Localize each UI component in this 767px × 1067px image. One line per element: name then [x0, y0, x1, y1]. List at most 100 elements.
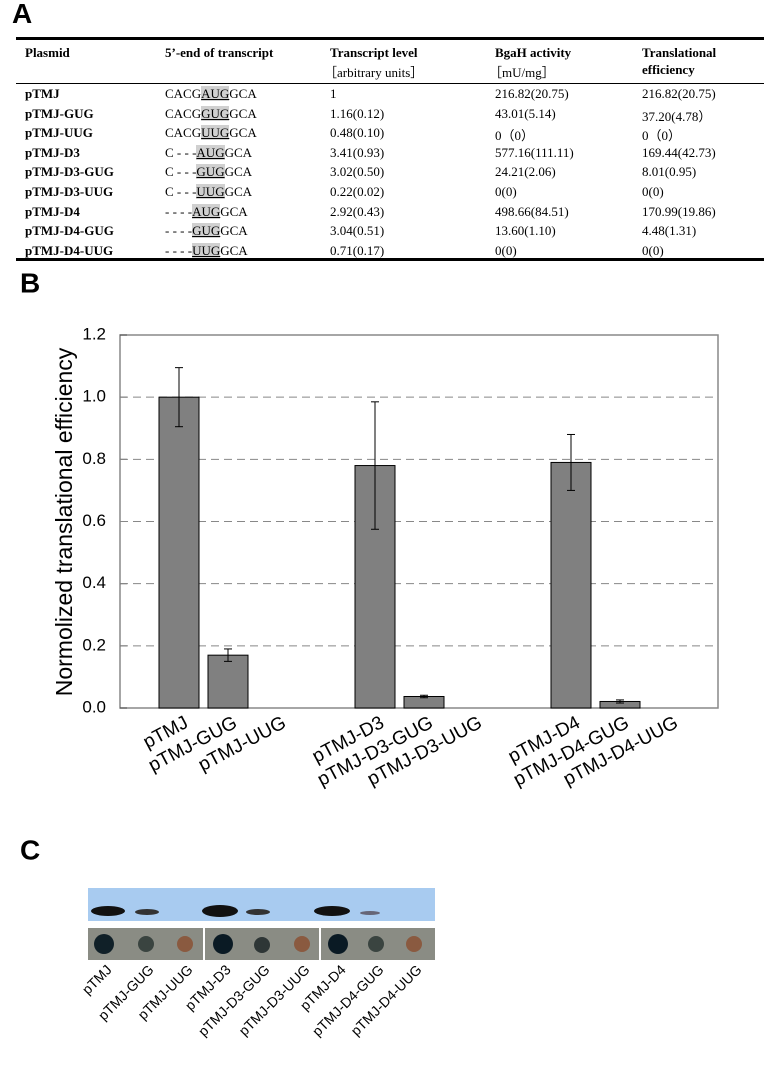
column-header: Plasmid — [25, 45, 70, 60]
sequence-part: - - - - — [165, 242, 193, 258]
cell: 3.41(0.93) — [330, 144, 385, 160]
band — [246, 909, 270, 915]
rule — [16, 37, 764, 40]
sequence-part: GCA — [220, 223, 248, 239]
cell: 577.16(111.11) — [495, 144, 574, 160]
sequence: - - - -UUGGCA — [165, 242, 248, 259]
start-codon: GUG — [196, 164, 225, 180]
cell: 0.48(0.10) — [330, 125, 385, 141]
cell: 3.04(0.51) — [330, 223, 385, 239]
panel-label: B — [20, 267, 40, 298]
cell: 3.02(0.50) — [330, 164, 385, 180]
bar — [158, 396, 200, 709]
sequence-part: GCA — [229, 125, 257, 141]
column-unit: ［mU/mg］ — [489, 65, 555, 80]
plasmid: pTMJ — [25, 86, 60, 101]
cell: 43.01(5.14) — [495, 105, 556, 121]
sequence-part: - - - - — [165, 203, 193, 219]
sequence-part: GCA — [224, 184, 253, 199]
band — [91, 906, 125, 916]
cell: 13.60(1.10) — [495, 223, 556, 239]
start-codon: UUG — [201, 125, 230, 141]
sequence-part: GCA — [224, 164, 253, 180]
plasmid: pTMJ-UUG — [25, 125, 93, 141]
plasmid: pTMJ-GUG — [25, 105, 94, 121]
column-header: BgaH activity — [495, 45, 572, 60]
start-codon: AUG — [192, 203, 221, 219]
lane-label: pTMJ — [79, 961, 115, 997]
y-tick-label: 0.0 — [82, 697, 106, 716]
column-header: Transcript level — [330, 45, 418, 60]
cell: 0.71(0.17) — [330, 242, 385, 258]
y-tick-label: 1.0 — [82, 387, 106, 406]
western-blot — [88, 888, 435, 921]
sequence: C - - -UUGGCA — [165, 184, 252, 200]
start-codon: GUG — [192, 223, 221, 239]
sequence: CACGUUGGCA — [165, 125, 257, 141]
cell: 169.44(42.73) — [642, 144, 716, 160]
bar — [207, 654, 249, 709]
start-codon: AUG — [201, 86, 230, 101]
sequence-part: GCA — [224, 144, 253, 160]
dot — [294, 936, 310, 952]
sequence: - - - -GUGGCA — [165, 223, 248, 239]
band — [202, 905, 238, 917]
panel-label: C — [20, 834, 40, 865]
cell: 1.16(0.12) — [330, 105, 385, 121]
y-tick-label: 0.4 — [82, 573, 106, 592]
plasmid: pTMJ-D3-UUG — [25, 184, 114, 199]
dot — [138, 936, 154, 952]
sequence-part: C - - - — [165, 144, 197, 160]
sequence-part: CACG — [165, 125, 202, 141]
cell: 2.92(0.43) — [330, 203, 385, 219]
sequence: C - - -AUGGCA — [165, 144, 253, 161]
cell: 0（0） — [642, 128, 682, 144]
cell: 8.01(0.95) — [642, 164, 697, 180]
cell: 216.82(20.75) — [642, 86, 716, 101]
start-codon: UUG — [192, 242, 221, 258]
sequence: CACGAUGGCA — [165, 86, 257, 102]
cell: 0（0） — [495, 128, 535, 144]
sequence: CACGGUGGCA — [165, 105, 257, 122]
dot — [328, 934, 348, 954]
plasmid: pTMJ-D3-GUG — [25, 164, 114, 180]
panel-a: A Plasmid 5’-end of transcript Transcript … — [0, 0, 767, 270]
rule — [16, 258, 764, 261]
cell: 216.82(20.75) — [495, 86, 569, 101]
cell: 0(0) — [495, 184, 517, 199]
cell: 0(0) — [495, 242, 517, 258]
bar — [550, 461, 592, 709]
cell: 0.22(0.02) — [330, 184, 385, 199]
sequence: C - - -GUGGCA — [165, 164, 252, 180]
start-codon: GUG — [201, 105, 230, 121]
sequence-part: - - - - — [165, 223, 193, 239]
plasmid: pTMJ-D4 — [25, 203, 80, 219]
panel-label: A — [12, 0, 33, 29]
sequence-part: GCA — [220, 242, 248, 258]
sequence-part: GCA — [220, 203, 248, 219]
column-header: Translational efficiency — [642, 45, 717, 77]
cell: 4.48(1.31) — [642, 223, 697, 239]
column-unit: ［arbitrary units］ — [324, 65, 424, 80]
cell: 0(0) — [642, 184, 664, 199]
dot — [94, 934, 114, 954]
dot — [177, 936, 193, 952]
cell: 0(0) — [642, 242, 664, 258]
sequence-part: GCA — [229, 86, 257, 101]
start-codon: UUG — [196, 184, 225, 199]
sequence-part: CACG — [165, 105, 202, 121]
band — [135, 909, 159, 915]
column-header: 5’-end of transcript — [165, 45, 274, 60]
cell: 170.99(19.86) — [642, 203, 716, 219]
cell: 1 — [330, 86, 337, 101]
sequence-part: C - - - — [165, 184, 197, 199]
y-tick-label: 0.8 — [82, 449, 106, 468]
dot — [254, 937, 270, 953]
rule — [16, 83, 764, 84]
sequence-part: GCA — [229, 105, 257, 121]
plasmid: pTMJ-D3 — [25, 144, 80, 160]
plasmid: pTMJ-D4-UUG — [25, 242, 114, 258]
y-tick-label: 1.2 — [82, 324, 106, 343]
